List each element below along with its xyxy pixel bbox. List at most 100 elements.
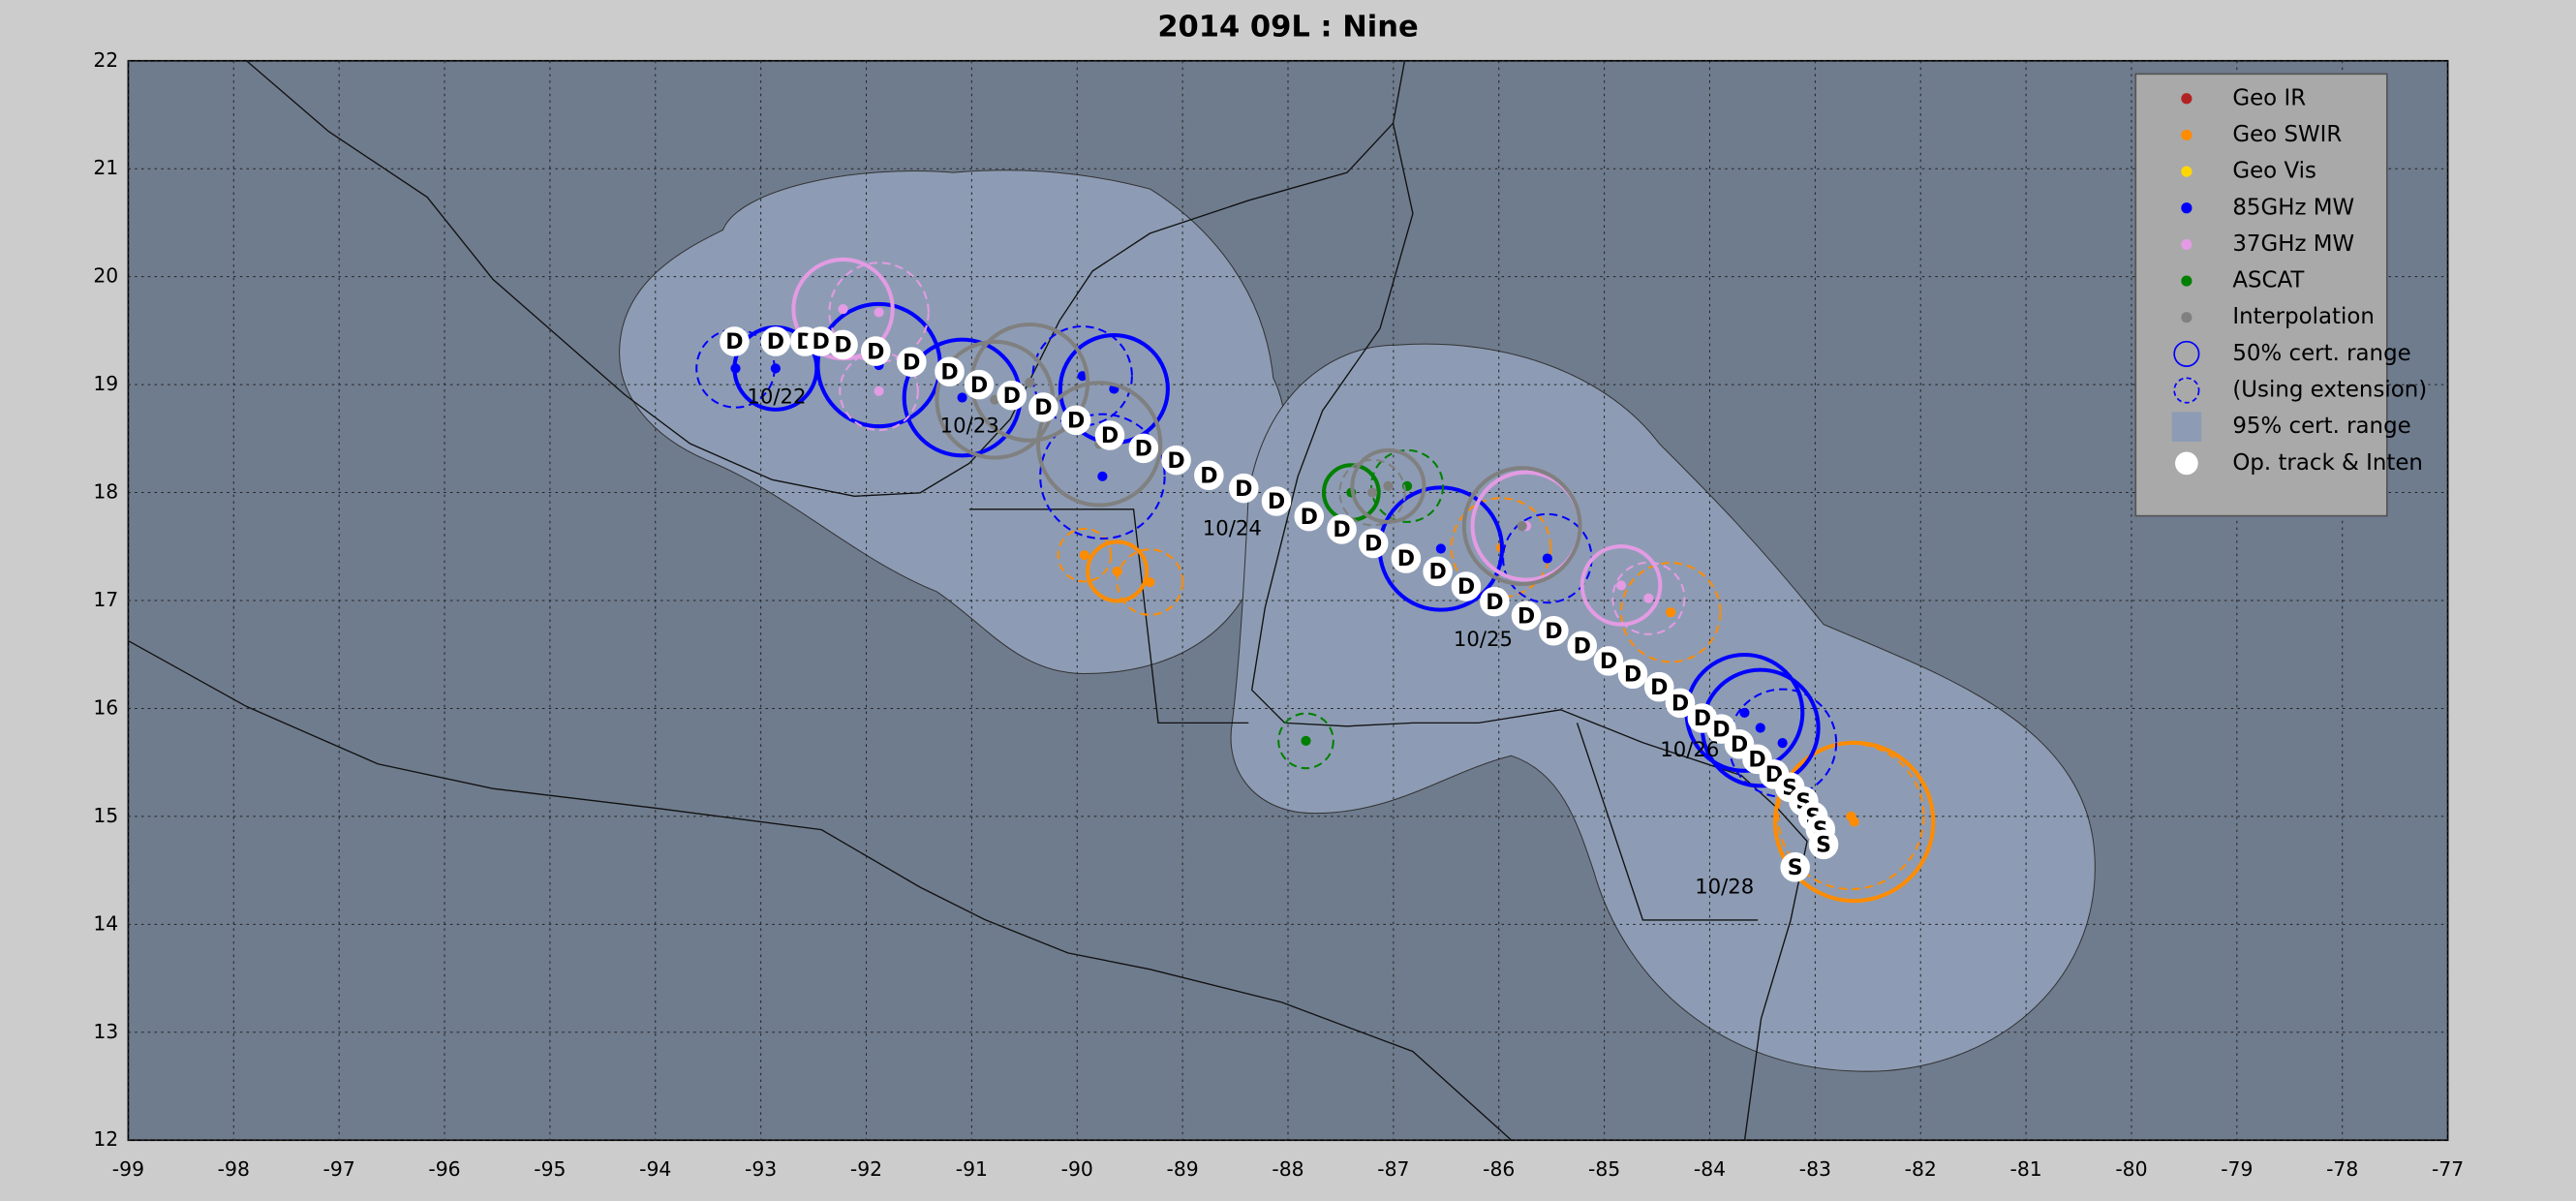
track-point [1593, 646, 1624, 676]
fix-point [838, 304, 848, 315]
x-tick-label: -98 [218, 1157, 250, 1181]
x-tick-label: -80 [2115, 1157, 2147, 1181]
coastline [1250, 123, 1808, 1141]
y-tick-label: 18 [93, 480, 118, 504]
track-point [1451, 571, 1482, 601]
track-label: D [1034, 396, 1052, 420]
fix-point [1301, 735, 1311, 746]
track-point [1060, 405, 1091, 436]
x-tick-label: -82 [1905, 1157, 1937, 1181]
x-tick-label: -83 [1799, 1157, 1831, 1181]
date-label: 10/23 [940, 414, 999, 438]
track-label: D [1067, 410, 1085, 434]
legend-label: Geo Vis [2232, 159, 2316, 184]
y-tick-label: 15 [93, 804, 118, 827]
fix-range [1450, 497, 1552, 599]
track-point [1391, 543, 1422, 573]
track-point [1480, 586, 1510, 617]
track-label: D [1600, 650, 1617, 674]
fix-point [1145, 576, 1155, 588]
x-tick-label: -86 [1483, 1157, 1515, 1181]
fix-range [1277, 712, 1334, 770]
fix-point [1846, 811, 1856, 821]
fix-point [1666, 607, 1676, 618]
track-label: D [1624, 662, 1641, 687]
y-tick-label: 22 [93, 48, 118, 72]
fix-point [730, 363, 741, 374]
fix-range [839, 351, 919, 432]
legend-marker [2173, 340, 2200, 367]
coastlines [128, 60, 1808, 1141]
track-point [1358, 528, 1389, 559]
fix-point [1367, 487, 1378, 498]
track-point [997, 380, 1027, 411]
y-tick-label: 16 [93, 695, 118, 719]
track-label: D [1518, 604, 1535, 629]
fix-range [1116, 548, 1184, 616]
fix-point [1077, 371, 1088, 382]
fix-range [1369, 448, 1445, 523]
track-point [1094, 420, 1125, 450]
legend-label: Geo SWIR [2232, 122, 2342, 147]
track-label: D [1268, 490, 1285, 514]
legend-box [2134, 73, 2388, 517]
x-tick-label: -92 [850, 1157, 882, 1181]
track-label: D [1301, 506, 1318, 530]
fix-point [1025, 377, 1035, 387]
track-label: D [1650, 676, 1668, 700]
track-point [1617, 659, 1648, 690]
track-point [1808, 829, 1839, 860]
x-tick-label: -99 [112, 1157, 144, 1181]
fix-range [1338, 458, 1406, 527]
track-label: D [1574, 635, 1591, 660]
legend: Geo IR Geo SWIR Geo Vis 85GHz MW 37GHz MW ASC… [2134, 73, 2427, 517]
track-label: D [903, 351, 920, 375]
x-tick-label: -95 [534, 1157, 566, 1181]
fix-range [828, 262, 930, 363]
track-point [1511, 600, 1542, 631]
track-point [1643, 671, 1674, 702]
fix-range [1611, 561, 1686, 635]
legend-marker [2181, 238, 2193, 251]
x-tick-label: -77 [2432, 1157, 2464, 1181]
legend-marker [2175, 451, 2198, 476]
x-tick-label: -81 [2009, 1157, 2041, 1181]
track-label: D [1167, 449, 1184, 474]
track-label: D [940, 360, 958, 385]
legend-label: Interpolation [2232, 304, 2375, 329]
x-tick-label: -89 [1167, 1157, 1199, 1181]
track-label: D [1200, 464, 1217, 488]
fix-point [1383, 480, 1394, 491]
y-tick-label: 20 [93, 264, 118, 288]
fix-range [1772, 740, 1936, 904]
track-point [861, 336, 891, 366]
track-label: S [1788, 856, 1803, 880]
y-tick-label: 19 [93, 372, 118, 395]
track-point [1423, 556, 1453, 587]
legend-marker [2173, 377, 2200, 404]
fix-point [1777, 738, 1788, 749]
legend-marker [2181, 202, 2193, 214]
track-label: D [1333, 518, 1350, 542]
x-tick-label: -91 [956, 1157, 988, 1181]
track-label: D [1457, 575, 1475, 600]
date-label: 10/24 [1203, 515, 1262, 539]
track-label: D [1671, 693, 1689, 717]
x-tick-label: -93 [745, 1157, 777, 1181]
fix-point [1542, 553, 1552, 564]
fix-point [1112, 566, 1122, 576]
fix-point [1435, 543, 1446, 554]
x-tick-label: -88 [1272, 1157, 1303, 1181]
legend-marker [2181, 129, 2193, 141]
track-point [1128, 433, 1159, 464]
legend-marker [2181, 93, 2193, 105]
track-label: D [1428, 561, 1446, 585]
track-point [828, 329, 858, 360]
fix-range [1086, 539, 1150, 603]
fix-point [1739, 707, 1750, 718]
track-point [1028, 392, 1058, 422]
track-point [1261, 486, 1292, 516]
certainty-95-area [619, 169, 2096, 1072]
legend-label: Op. track & Inten [2232, 450, 2423, 476]
date-label: 10/22 [747, 384, 806, 408]
